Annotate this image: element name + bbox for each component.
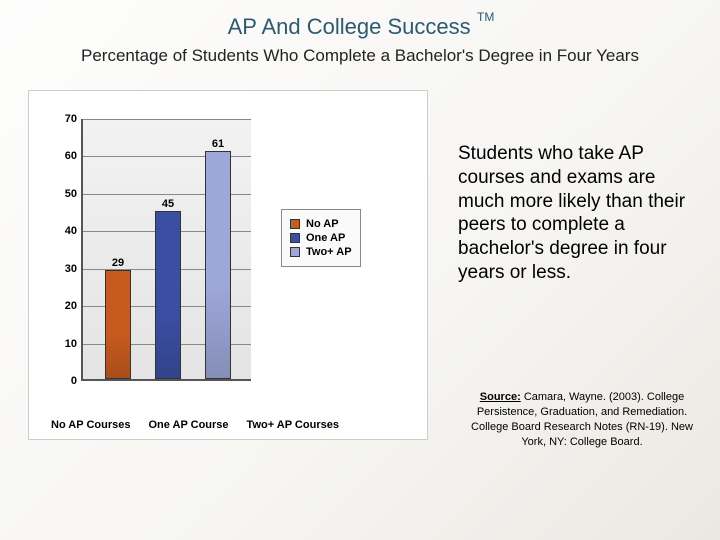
description-text: Students who take AP courses and exams a… [458,142,706,285]
legend-row: One AP [290,232,352,244]
y-tick-label: 0 [71,375,77,387]
y-tick-label: 60 [65,150,77,162]
y-tick-label: 40 [65,225,77,237]
legend-swatch [290,219,300,229]
legend-row: No AP [290,218,352,230]
x-caption: Two+ AP Courses [247,419,339,431]
y-tick-label: 30 [65,263,77,275]
bar-fill: 29 [105,270,131,379]
y-tick-label: 10 [65,338,77,350]
legend-row: Two+ AP [290,246,352,258]
chart-legend: No AP One AP Two+ AP [281,209,361,267]
chart-frame: 010203040506070294561 No APOne APTwo+ AP… [28,90,428,440]
y-tick-label: 70 [65,113,77,125]
y-tick-label: 20 [65,300,77,312]
bar-value-label: 61 [212,138,224,150]
bar-value-label: 29 [112,257,124,269]
title-block: AP And College Success TM [0,0,720,40]
legend-label: No AP [306,218,339,230]
y-tick-label: 50 [65,188,77,200]
source-citation: Source: Camara, Wayne. (2003). College P… [458,390,706,449]
content-area: 010203040506070294561 No APOne APTwo+ AP… [28,90,700,516]
page-title: AP And College Success [228,14,471,39]
trademark-sup: TM [477,10,494,24]
legend-swatch [290,233,300,243]
legend-swatch [290,247,300,257]
bar-fill: 45 [155,211,181,379]
gridline [83,119,251,120]
source-prefix: Source: [480,391,521,403]
x-caption: No AP Courses [51,419,130,431]
legend-label: One AP [306,232,345,244]
plot-area: 010203040506070294561 [81,119,251,381]
legend-label: Two+ AP [306,246,352,258]
bar-fill: 61 [205,151,231,379]
page-subtitle: Percentage of Students Who Complete a Ba… [0,46,720,66]
bar-value-label: 45 [162,198,174,210]
x-caption: One AP Course [148,419,228,431]
x-axis-captions: No AP Courses One AP Course Two+ AP Cour… [29,419,429,431]
